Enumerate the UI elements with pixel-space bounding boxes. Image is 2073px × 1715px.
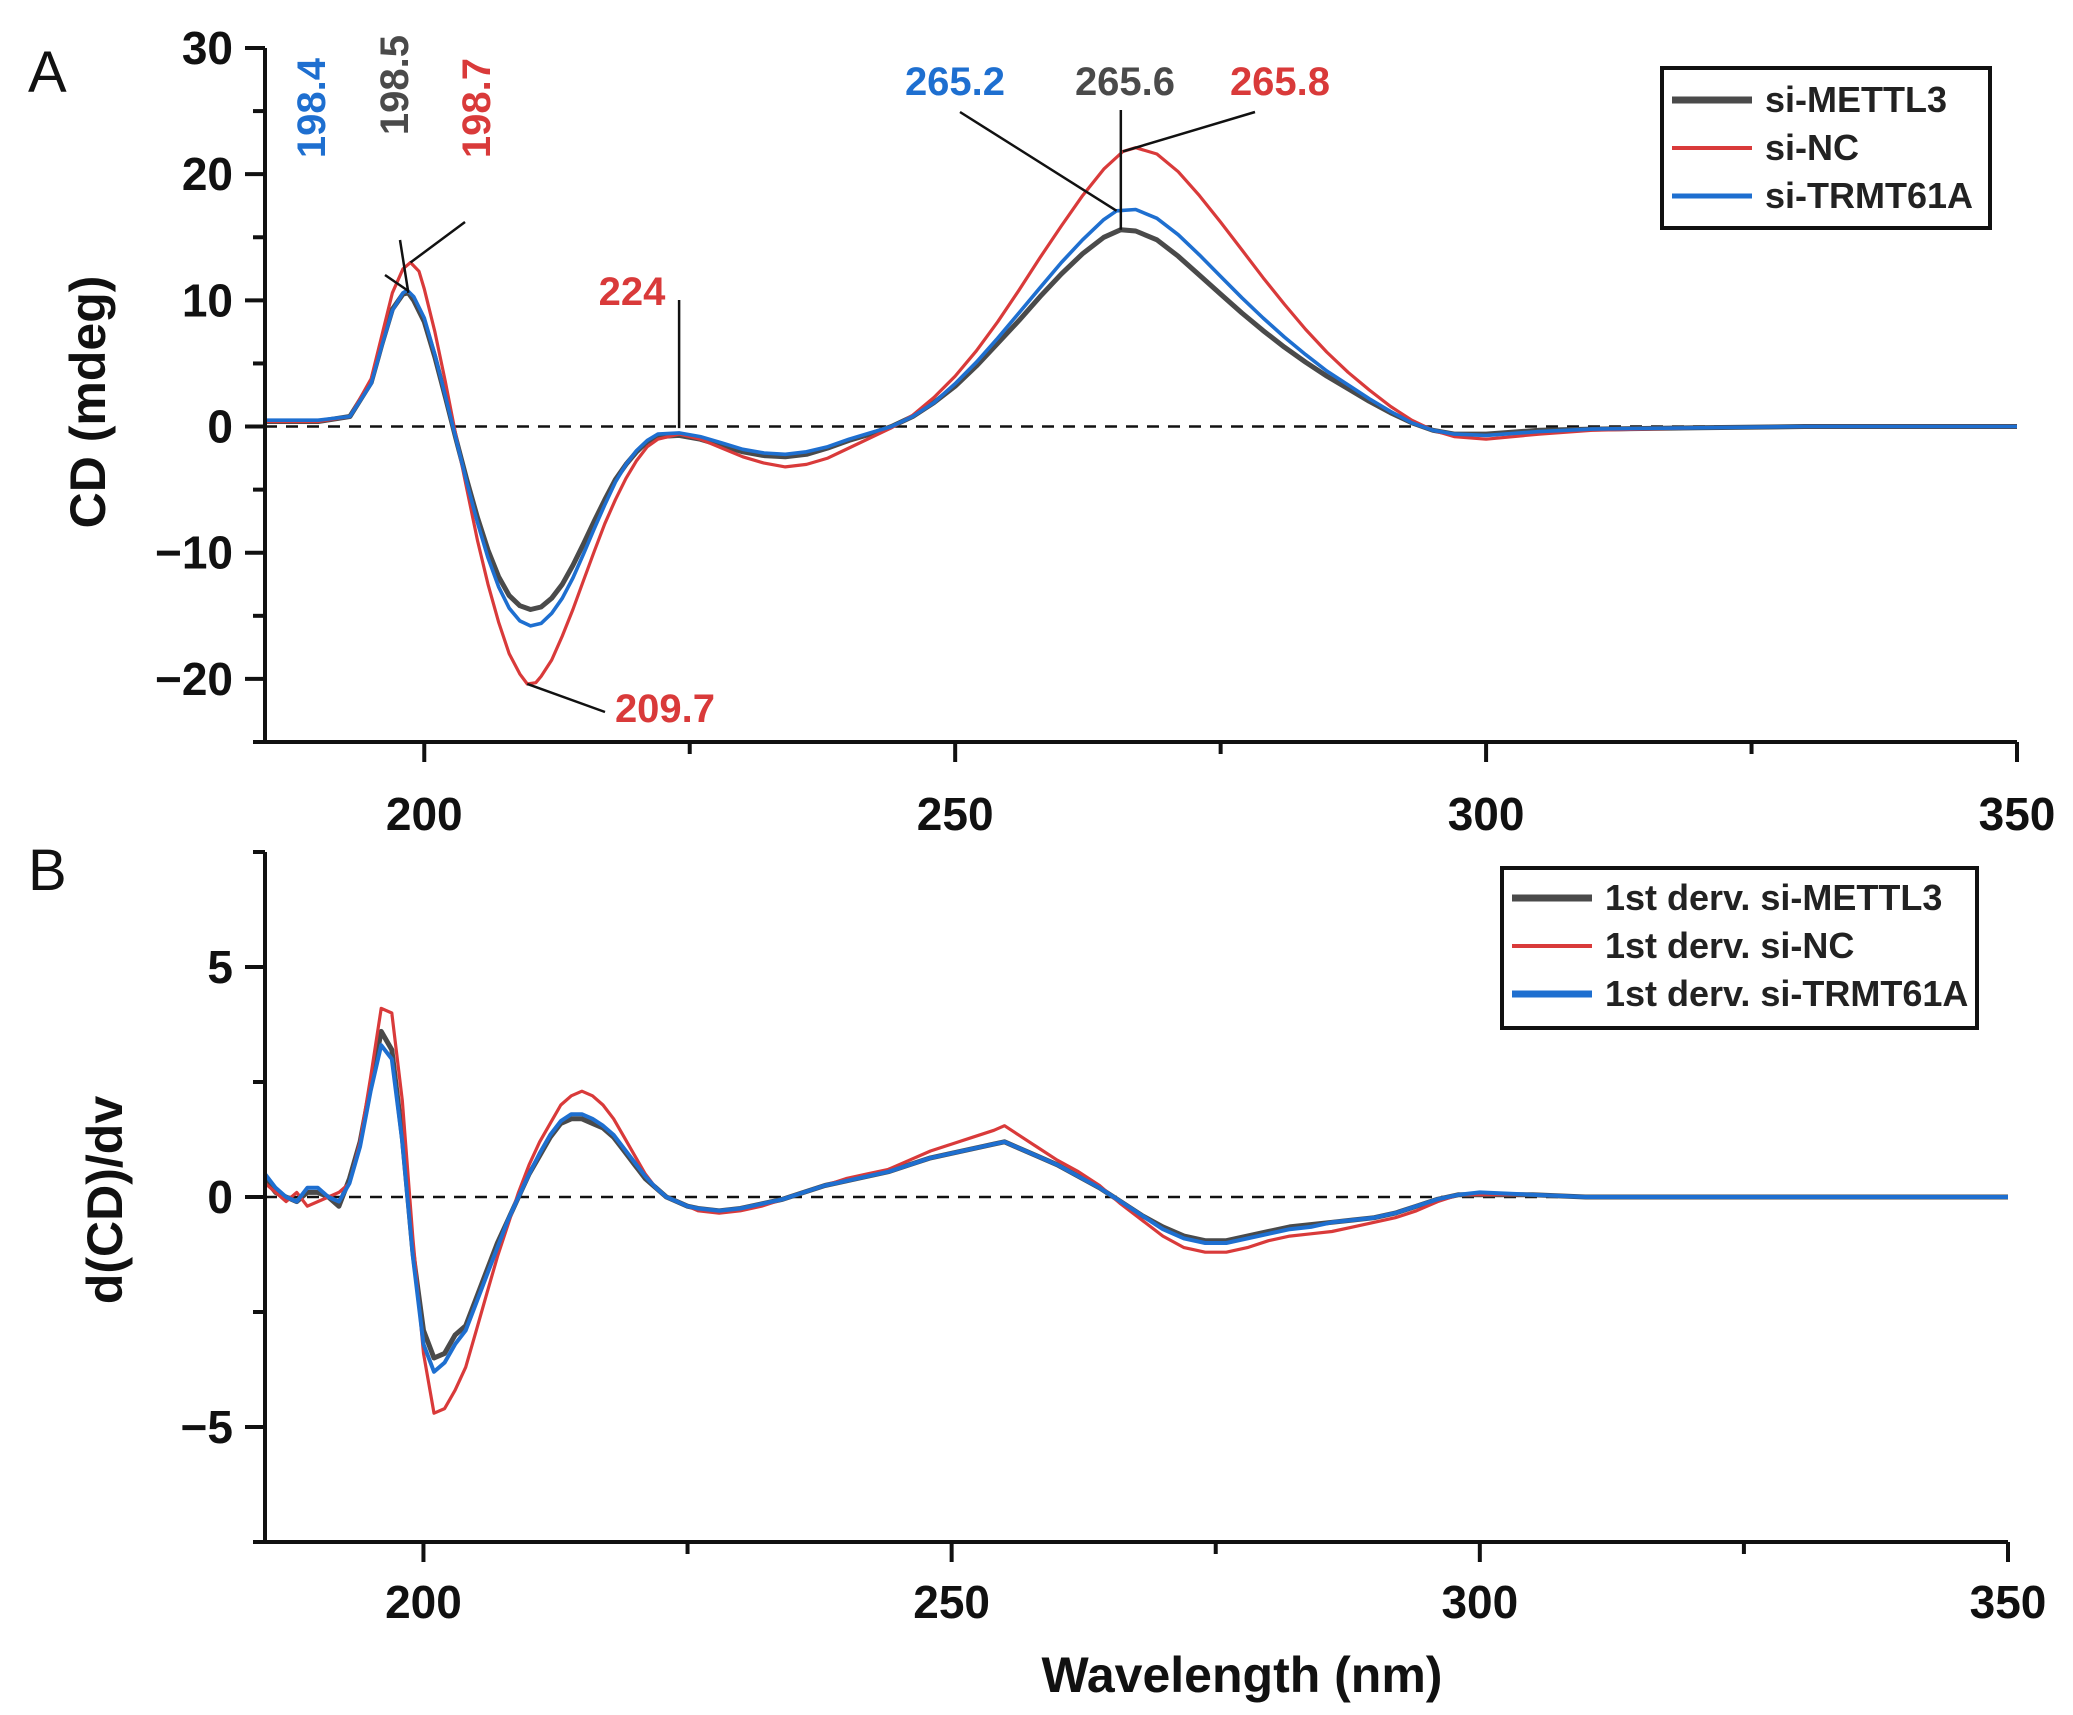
legend-b-label-si-trmt61a: 1st derv. si-TRMT61A (1605, 973, 1968, 1014)
panel-b-y-tick-label: 5 (207, 941, 233, 993)
panel-a-x-tick-label: 350 (1979, 788, 2056, 840)
annotation-leader (1122, 110, 1256, 153)
panel-b-x-tick-label: 250 (913, 1576, 990, 1628)
legend-a-label-si-trmt61a: si-TRMT61A (1765, 175, 1973, 216)
panel-b-letter: B (28, 838, 67, 903)
panel-a-axes: 200 250 300 350 30 20 10 0 −10 −20 (155, 22, 2055, 840)
legend-a-label-si-mettl3: si-METTL3 (1765, 79, 1947, 120)
legend-a-label-si-nc: si-NC (1765, 127, 1859, 168)
panel-b-line-si-trmt61a (263, 1043, 2008, 1374)
panel-a-y-tick-label: −20 (155, 653, 233, 705)
panel-a-x-tick-label: 250 (917, 788, 994, 840)
legend-b-label-si-mettl3: 1st derv. si-METTL3 (1605, 877, 1942, 918)
panel-a-y-tick-label: 10 (182, 274, 233, 326)
panel-b-x-tick-label: 350 (1970, 1576, 2047, 1628)
annotation-label: 265.6 (1075, 60, 1175, 104)
annotation-leader (959, 110, 1118, 212)
panel-b-legend: 1st derv. si-METTL3 1st derv. si-NC 1st … (1500, 866, 1979, 1030)
panel-a-y-tick-label: −10 (155, 527, 233, 579)
panel-b-x-tick-label: 300 (1441, 1576, 1518, 1628)
panel-a-y-tick-label: 20 (182, 148, 233, 200)
annotation-leader (526, 682, 606, 714)
panel-a-annotations: 198.4 198.5 198.7 224 209.7 265.2 265.6 265.8 (290, 35, 1330, 731)
legend-b-label-si-nc: 1st derv. si-NC (1605, 925, 1854, 966)
panel-a-y-axis-title: CD (mdeg) (60, 276, 116, 529)
annotation-label: 265.8 (1230, 60, 1330, 104)
panel-b-axes: 200 250 300 350 5 0 −5 (181, 850, 2047, 1628)
annotation-leader (409, 220, 466, 264)
annotation-leader (384, 273, 408, 292)
panel-b-x-axis-title: Wavelength (nm) (1042, 1647, 1443, 1703)
annotation-label: 198.4 (290, 57, 334, 158)
panel-a-legend: si-METTL3 si-NC si-TRMT61A (1660, 66, 1992, 230)
panel-a-y-tick-label: 0 (207, 401, 233, 453)
panel-a-x-tick-label: 200 (386, 788, 463, 840)
panel-b-x-tick-label: 200 (385, 1576, 462, 1628)
panel-a-series (265, 146, 2017, 686)
panel-b: B d(CD)/dv Wavelength (nm) 200 250 300 350 5… (28, 838, 2046, 1703)
annotation-leader (398, 239, 410, 293)
panel-a-y-tick-label: 30 (182, 22, 233, 74)
annotation-label: 198.5 (373, 35, 417, 135)
panel-b-y-tick-label: 0 (207, 1171, 233, 1223)
panel-a-x-tick-label: 300 (1448, 788, 1525, 840)
panel-a-letter: A (28, 40, 67, 105)
panel-b-y-axis-title: d(CD)/dv (77, 1096, 133, 1304)
annotation-label: 265.2 (905, 60, 1005, 104)
annotation-label: 224 (599, 270, 666, 314)
panel-b-series (263, 1006, 2008, 1415)
panel-a-line-si-trmt61a (265, 207, 2017, 628)
panel-b-y-tick-label: −5 (181, 1401, 233, 1453)
annotation-label: 209.7 (615, 687, 715, 731)
annotation-label: 198.7 (455, 58, 499, 158)
panel-a: A CD (mdeg) 198.4 198.5 198.7 224 209.7 265.2… (28, 22, 2055, 840)
